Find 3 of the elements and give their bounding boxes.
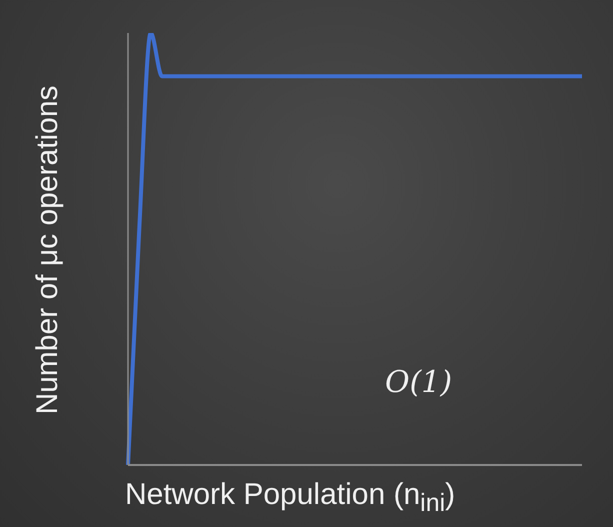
- annotation: O(1): [385, 365, 452, 400]
- y-axis-title: Number of μc operations: [31, 85, 65, 415]
- x-axis-title: Network Population (n$_{ini}$): [125, 478, 456, 518]
